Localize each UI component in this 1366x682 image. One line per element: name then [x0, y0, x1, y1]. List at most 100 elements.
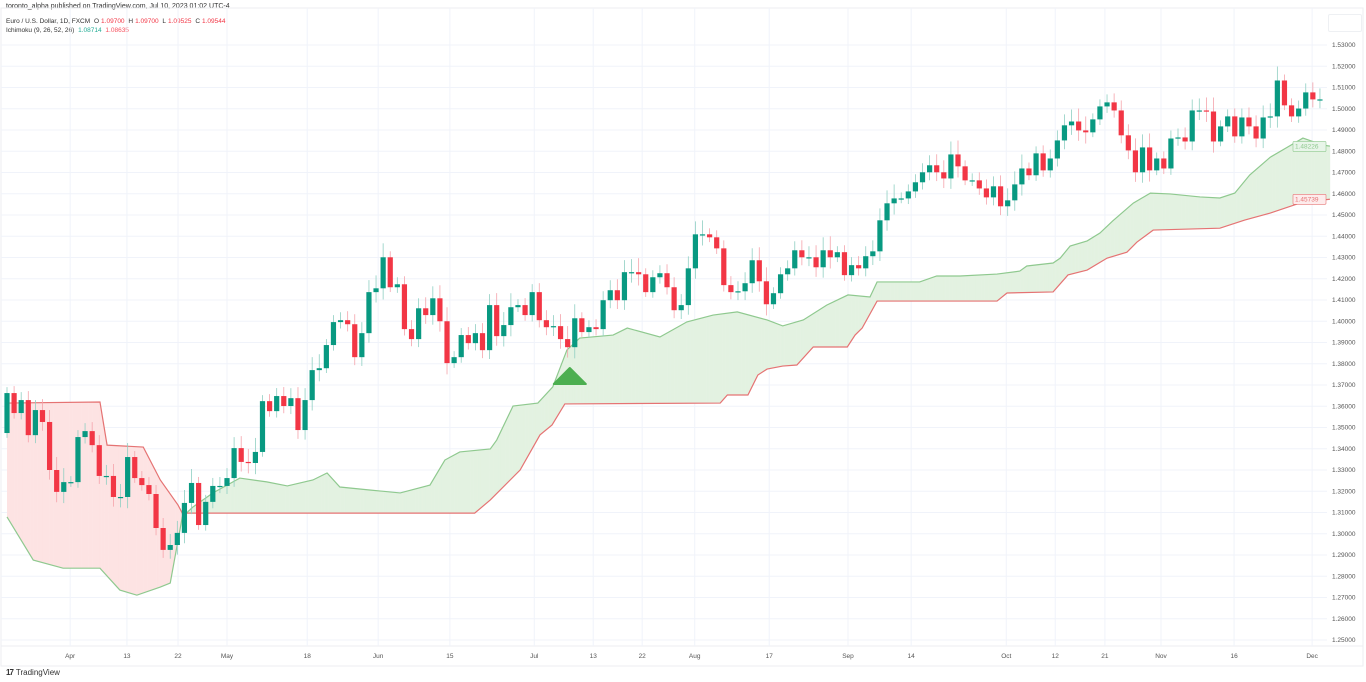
cloud-segment [855, 295, 858, 336]
cloud-segment [862, 296, 865, 329]
x-tick-label: Jul [530, 653, 539, 660]
cloud-segment [608, 335, 611, 404]
cloud-segment [285, 485, 288, 514]
candle [1281, 74, 1288, 111]
cloud-segment [266, 481, 269, 514]
cloud-segment [1052, 262, 1055, 292]
candle-body [1196, 110, 1202, 112]
candle [699, 220, 706, 246]
cloud-segment [535, 403, 538, 443]
candle-body [224, 478, 230, 486]
candle [1203, 97, 1209, 122]
cloud-segment [863, 296, 867, 325]
cloud-segment [1158, 193, 1161, 230]
candle-body [1097, 106, 1103, 120]
low-label: L [162, 18, 166, 25]
cloud-segment [1199, 196, 1202, 229]
cloud-segment [516, 405, 519, 474]
cloud-segment [1225, 195, 1228, 227]
candle [1040, 145, 1046, 177]
candle [1232, 108, 1238, 143]
cloud-segment [30, 402, 33, 558]
cloud-segment [800, 320, 803, 362]
cloud-segment [388, 491, 391, 514]
y-tick-label: 1.47000 [1332, 170, 1356, 177]
cloud-segment [1115, 216, 1118, 256]
cloud-segment [913, 281, 916, 302]
cloud-segment [1227, 194, 1230, 226]
candle [302, 388, 308, 440]
candle-body [501, 325, 507, 337]
cloud-segment [658, 336, 661, 404]
cloud-segment [317, 476, 320, 514]
cloud-segment [819, 308, 822, 347]
cloud-segment [773, 322, 776, 368]
cloud-segment [526, 404, 529, 459]
y-tick-label: 1.52000 [1332, 63, 1356, 70]
candle [586, 320, 592, 338]
cloud-segment [141, 446, 144, 594]
cloud-segment [35, 402, 38, 562]
cloud-segment [998, 273, 1001, 300]
cloud-segment [360, 489, 363, 514]
candle [380, 243, 386, 300]
candle-body [103, 475, 109, 478]
cloud-segment [1114, 218, 1117, 257]
candle [1246, 107, 1252, 135]
candle-body [962, 166, 968, 181]
price-axis[interactable]: 1.53000 1.52000 1.51000 1.50000 1.49000 1.480… [1332, 42, 1356, 644]
cloud-segment [672, 329, 675, 404]
candle [607, 280, 613, 309]
candle [621, 260, 628, 310]
cloud-segment [599, 336, 602, 404]
candle-body [266, 401, 273, 412]
cloud-segment [1041, 264, 1044, 293]
cloud-segment [468, 450, 471, 514]
y-tick-label: 1.32000 [1332, 488, 1356, 495]
cloud-segment [473, 450, 476, 514]
cloud-segment [1325, 145, 1328, 200]
cloud-segment [109, 445, 112, 582]
cloud-segment [134, 446, 137, 596]
cloud-segment [1250, 172, 1253, 219]
cloud-segment [814, 311, 817, 347]
y-tick-label: 1.39000 [1332, 340, 1356, 347]
candle [444, 307, 450, 375]
cloud-segment [805, 317, 808, 356]
cloud-segment [258, 480, 262, 514]
chart-settings-box[interactable] [1328, 14, 1362, 32]
x-tick-label: 14 [908, 653, 916, 660]
cloud-segment [1275, 153, 1278, 212]
candle-body [380, 257, 386, 289]
cloud-segment [580, 337, 583, 404]
candle [1012, 171, 1018, 211]
candle [1061, 114, 1068, 150]
time-axis[interactable]: Apr 13 22 May 18 Jun 15 Jul 13 22 Aug 17 Sep 14 Oct 12 2… [65, 653, 1319, 660]
cloud-segment [486, 449, 489, 504]
candle [1111, 93, 1117, 118]
cloud-segment [895, 281, 898, 302]
candle-body [1246, 117, 1252, 127]
candle-body [231, 448, 237, 479]
candle-body [1168, 138, 1174, 169]
leading-span-b-line [6, 198, 1330, 514]
candle-body [188, 482, 195, 503]
cloud-segment [1170, 194, 1173, 230]
cloud-segment [606, 335, 609, 404]
high-value: 1.09700 [135, 18, 159, 25]
cloud-segment [297, 483, 301, 514]
indicator-legend-row[interactable]: Ichimoku (9, 26, 52, 26) 1.08714 1.08635 [6, 26, 228, 35]
cloud-segment [1169, 193, 1172, 230]
cloud-segment [656, 336, 659, 404]
cloud-segment [15, 402, 18, 535]
cloud-segment [487, 449, 490, 503]
cloud-segment [292, 484, 295, 514]
candle-body [359, 333, 365, 358]
candle-body [919, 172, 926, 183]
cloud-segment [1144, 195, 1147, 237]
candle-body [550, 326, 557, 328]
close-value: 1.09544 [202, 18, 226, 25]
candle [898, 192, 904, 204]
